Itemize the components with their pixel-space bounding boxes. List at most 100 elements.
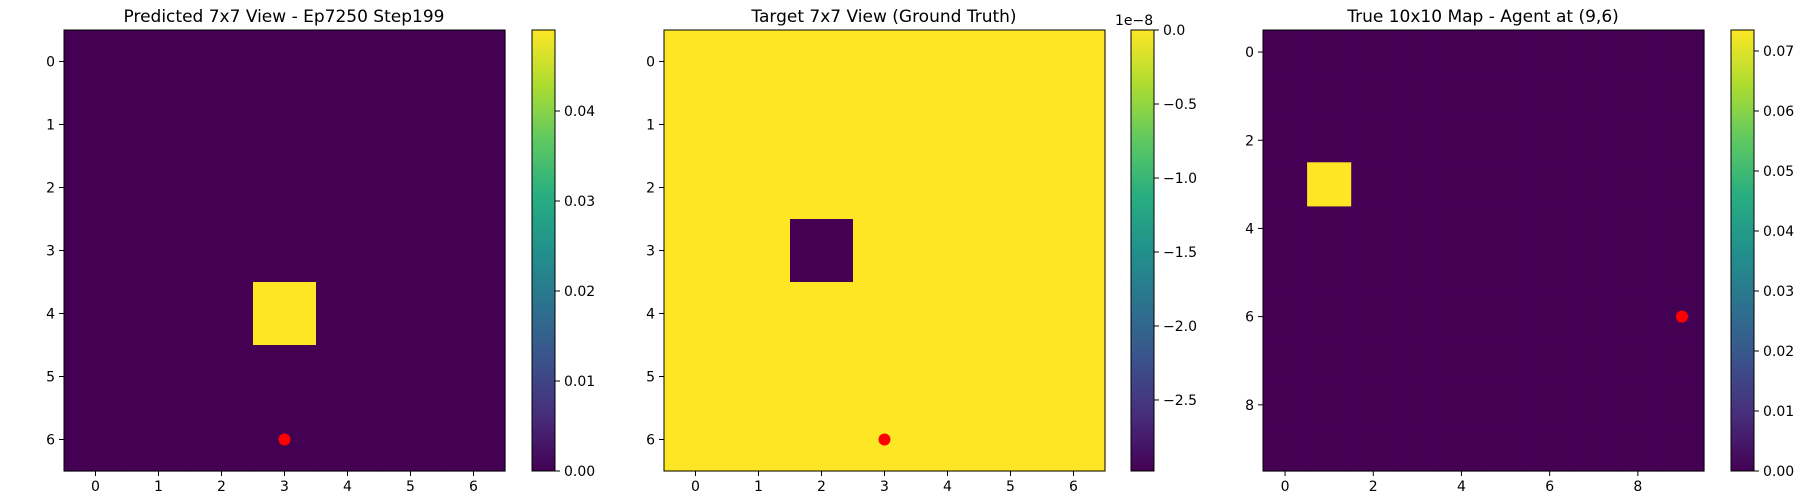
colorbar-ticks: 0.00 0.01 0.02 0.03 0.04: [555, 104, 595, 480]
colorbar-tick-label: 0.00: [564, 464, 595, 480]
heatmap-cell: [979, 282, 1043, 346]
heatmap-cell: [1395, 426, 1440, 472]
heatmap-cell: [1659, 382, 1705, 428]
heatmap-cell: [979, 219, 1043, 283]
heatmap-cell: [727, 345, 791, 409]
heatmap-cell: [379, 156, 443, 220]
panel-true-map: True 10x10 Map - Agent at (9,6) 0 2 4 6 8 0 2…: [1245, 7, 1794, 495]
heatmap-cell: [190, 219, 254, 283]
heatmap-cell: [1527, 118, 1573, 163]
heatmap-cell: [127, 156, 191, 220]
heatmap-cell: [190, 345, 254, 409]
heatmap-cell: [1439, 206, 1485, 252]
heatmap-cell: [979, 408, 1043, 472]
heatmap-cell: [664, 219, 728, 283]
colorbar-tick-label: 0.01: [1763, 404, 1794, 420]
heatmap-cell: [790, 156, 854, 220]
heatmap-cell: [1042, 219, 1106, 283]
heatmap-cell: [1615, 74, 1661, 119]
heatmap-cell: [253, 282, 317, 346]
heatmap-cell: [1659, 250, 1705, 296]
x-tick-label: 6: [1545, 479, 1554, 495]
heatmap-cell: [1615, 250, 1661, 296]
plot-frame: [1262, 29, 1705, 472]
heatmap-cell: [1615, 294, 1661, 340]
heatmap-cell: [853, 93, 917, 157]
heatmap-cell: [853, 282, 917, 346]
heatmap-cell: [853, 345, 917, 409]
colorbar-ticks: 0.00 0.01 0.02 0.03 0.04 0.05 0.06 0.07: [1754, 44, 1794, 480]
x-axis: 0 2 4 6 8: [1281, 471, 1642, 495]
heatmap-cell: [979, 30, 1043, 94]
heatmap-cell: [790, 408, 854, 472]
heatmap-cell: [1307, 118, 1352, 163]
colorbar-tick-label: −1.0: [1163, 171, 1197, 187]
panel-title: Target 7x7 View (Ground Truth): [750, 7, 1016, 27]
x-tick-label: 5: [1006, 479, 1015, 495]
y-tick-label: 0: [646, 55, 655, 71]
heatmap-cell: [1571, 162, 1617, 207]
colorbar-offset-label: 1e−8: [1115, 13, 1153, 29]
x-tick-label: 4: [343, 479, 352, 495]
heatmap-cell: [853, 30, 917, 94]
heatmap-cell: [1439, 250, 1485, 296]
heatmap-cell: [1395, 74, 1440, 119]
colorbar-ticks: 0.0 −0.5 −1.0 −1.5 −2.0 −2.5: [1154, 23, 1197, 409]
heatmap-cell: [442, 219, 506, 283]
heatmap-cell: [442, 93, 506, 157]
heatmap-cell: [442, 156, 506, 220]
heatmap-cell: [1395, 162, 1440, 207]
heatmap-cell: [1659, 118, 1705, 163]
heatmap-cell: [727, 282, 791, 346]
heatmap-cell: [1395, 206, 1440, 252]
heatmap-cell: [1571, 74, 1617, 119]
x-tick-label: 2: [817, 479, 826, 495]
heatmap-cell: [1395, 118, 1440, 163]
heatmap-cell: [1307, 162, 1352, 207]
heatmap-cell: [379, 219, 443, 283]
x-axis: 0 1 2 3 4 5 6: [691, 471, 1078, 495]
heatmap-cell: [1483, 338, 1529, 384]
heatmap-cell: [1615, 382, 1661, 428]
heatmap-cell: [916, 156, 980, 220]
heatmap-cell: [979, 156, 1043, 220]
y-tick-label: 4: [46, 307, 55, 323]
heatmap-cell: [64, 30, 128, 94]
heatmap-cell: [253, 156, 317, 220]
heatmap-cell: [1439, 294, 1485, 340]
heatmap-cell: [916, 282, 980, 346]
heatmap-cell: [1351, 30, 1396, 75]
colorbar-tick-label: −1.5: [1163, 245, 1197, 261]
heatmap-cell: [1307, 338, 1352, 384]
heatmap-cell: [316, 30, 380, 94]
heatmap-cell: [1659, 162, 1705, 207]
heatmap-cell: [127, 93, 191, 157]
colorbar-tick-label: 0.02: [1763, 344, 1794, 360]
heatmap-cell: [1307, 294, 1352, 340]
heatmap-cell: [316, 93, 380, 157]
heatmap-cell: [190, 30, 254, 94]
heatmap-cell: [316, 156, 380, 220]
heatmap-cell: [1263, 206, 1308, 252]
heatmap-cell: [127, 30, 191, 94]
heatmap-cell: [127, 345, 191, 409]
y-tick-label: 1: [646, 118, 655, 134]
x-tick-label: 1: [154, 479, 163, 495]
x-axis: 0 1 2 3 4 5 6: [91, 471, 478, 495]
heatmap-cell: [1042, 93, 1106, 157]
y-axis: 0 2 4 6 8: [1245, 45, 1263, 414]
heatmap-cell: [790, 30, 854, 94]
heatmap-cell: [442, 30, 506, 94]
heatmap-cell: [253, 30, 317, 94]
y-tick-label: 5: [46, 370, 55, 386]
y-tick-label: 6: [646, 433, 655, 449]
heatmap-cell: [316, 219, 380, 283]
heatmap-cell: [727, 219, 791, 283]
heatmap-cell: [1571, 250, 1617, 296]
heatmap-cell: [190, 282, 254, 346]
heatmap-cell: [664, 408, 728, 472]
colorbar-tick-label: 0.05: [1763, 164, 1794, 180]
heatmap-cell: [1042, 408, 1106, 472]
heatmap-cell: [1307, 250, 1352, 296]
